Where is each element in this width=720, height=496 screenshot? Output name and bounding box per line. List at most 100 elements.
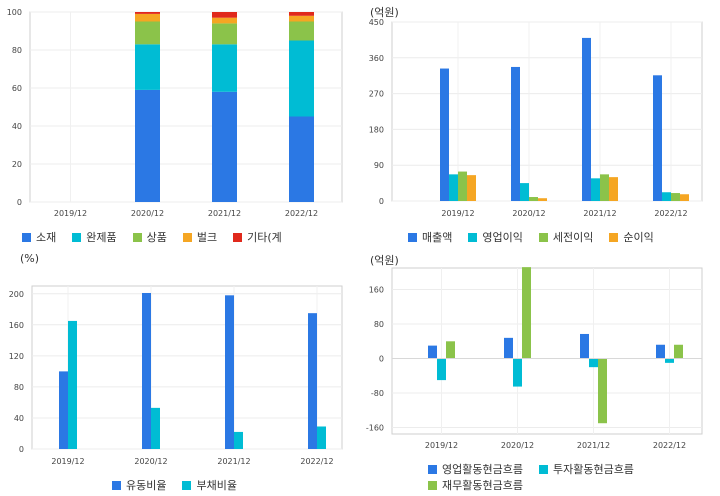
bar-부채비율 (68, 320, 77, 449)
legend-item[interactable]: 완제품 (72, 229, 117, 245)
legend-item[interactable]: 기타(계 (233, 229, 282, 245)
cashflow-chart: -160 -80 0 80 160 2019/12 2020/12 2021/12 2022/1… (366, 267, 703, 450)
bar-완제품 (135, 44, 160, 90)
legend-label: 유동비율 (126, 479, 167, 492)
legend-swatch (538, 232, 548, 242)
legend-item[interactable]: 재무활동현금흐름 (428, 477, 523, 493)
legend-swatch (132, 232, 142, 242)
legend-label: 상품 (146, 231, 167, 244)
legend-item[interactable]: 영업활동현금흐름 (428, 461, 523, 477)
y-tick-label: 0 (379, 355, 384, 364)
y-tick-label: 60 (12, 84, 22, 93)
bar-재무활동현금흐름 (674, 344, 683, 359)
bar-영업활동현금흐름 (504, 337, 513, 359)
bar-순이익 (467, 175, 476, 201)
bar-상품 (135, 21, 160, 45)
plot-frame (31, 285, 343, 450)
legend-label: 매출액 (422, 231, 453, 244)
ratio-unit-label: (%) (20, 252, 40, 265)
bar-세전이익 (458, 171, 467, 201)
chart-panel-ratio: (%) 0 40 80 120 160 200 2019/12 2020/12 2021/12 2… (0, 248, 360, 496)
legend-swatch (428, 464, 437, 474)
bar-부채비율 (234, 431, 243, 449)
legend-swatch (112, 480, 121, 490)
legend-swatch (408, 232, 417, 242)
bar-영업활동현금흐름 (428, 345, 437, 359)
legend-swatch (609, 232, 619, 242)
bar-재무활동현금흐름 (522, 267, 531, 359)
legend-item[interactable]: 영업이익 (468, 229, 523, 245)
y-tick-label: 100 (7, 8, 22, 17)
bar-영업이익 (449, 174, 458, 201)
legend-item[interactable]: 상품 (132, 229, 167, 245)
y-tick-label: 200 (9, 290, 24, 299)
legend-item[interactable]: 투자활동현금흐름 (538, 461, 634, 477)
y-tick-label: 0 (17, 198, 22, 207)
legend-swatch (538, 464, 548, 474)
bar-완제품 (212, 44, 237, 92)
x-tick-label: 2020/12 (512, 209, 545, 218)
legend-item[interactable]: 부채비율 (182, 477, 237, 493)
y-tick-label: 0 (379, 197, 384, 206)
legend-item[interactable]: 매출액 (408, 229, 452, 245)
bar-유동비율 (225, 295, 234, 449)
bar-상품 (212, 23, 237, 45)
x-tick-label: 2021/12 (217, 457, 250, 466)
y-tick-label: 40 (12, 122, 22, 131)
y-tick-label: 80 (12, 46, 22, 55)
bar-매출액 (511, 66, 520, 202)
legend-label: 영업이익 (482, 231, 523, 244)
x-tick-label: 2021/12 (577, 441, 610, 450)
bar-벌크 (212, 17, 237, 24)
income-chart: 0 90 180 270 360 450 2019/12 2020/12 2021/12 2022… (369, 18, 703, 218)
composition-chart: 0 20 40 60 80 100 2019/12 2020/12 2021/12 2022/12 (7, 8, 343, 218)
bar-순이익 (538, 198, 547, 201)
bar-상품 (289, 21, 314, 41)
bar-유동비율 (308, 313, 317, 449)
x-tick-label: 2022/12 (285, 209, 318, 218)
legend-item[interactable]: 유동비율 (112, 477, 166, 493)
bar-영업이익 (662, 192, 671, 201)
income-legend: 매출액 영업이익 세전이익 순이익 (408, 229, 718, 245)
bar-기타(계 (135, 12, 160, 14)
bar-세전이익 (671, 193, 680, 201)
cashflow-unit-label: (억원) (370, 254, 399, 267)
bar-세전이익 (529, 197, 538, 201)
legend-item[interactable]: 순이익 (609, 229, 654, 245)
y-tick-label: 90 (374, 161, 384, 170)
bar-매출액 (653, 75, 662, 201)
legend-label: 부채비율 (196, 479, 237, 492)
legend-item[interactable]: 세전이익 (538, 229, 593, 245)
bar-소재 (135, 89, 160, 202)
bar-투자활동현금흐름 (437, 358, 446, 381)
bar-재무활동현금흐름 (446, 341, 455, 359)
bar-유동비율 (142, 292, 151, 449)
y-tick-label: 40 (14, 414, 24, 423)
bar-투자활동현금흐름 (665, 358, 674, 363)
ratio-legend: 유동비율 부채비율 (112, 477, 358, 493)
bar-순이익 (609, 177, 618, 201)
bar-벌크 (135, 13, 160, 22)
legend-swatch (22, 232, 31, 242)
y-tick-label: 180 (369, 125, 384, 134)
legend-item[interactable]: 벌크 (182, 229, 217, 245)
bar-매출액 (440, 68, 449, 201)
y-tick-label: 120 (9, 352, 24, 361)
x-tick-label: 2022/12 (654, 209, 687, 218)
y-tick-label: -80 (371, 389, 384, 398)
y-tick-label: 360 (369, 54, 384, 63)
composition-legend: 소재 완제품 상품 벌크 기타(계 (22, 229, 358, 245)
bar-영업활동현금흐름 (656, 344, 665, 359)
y-tick-label: 450 (369, 18, 384, 27)
y-tick-label: 160 (9, 321, 24, 330)
x-tick-label: 2019/12 (54, 209, 87, 218)
x-tick-label: 2020/12 (501, 441, 534, 450)
x-tick-label: 2020/12 (134, 457, 167, 466)
legend-label: 투자활동현금흐름 (552, 463, 634, 476)
legend-label: 순이익 (623, 231, 654, 244)
x-tick-label: 2020/12 (131, 209, 164, 218)
legend-item[interactable]: 소재 (22, 229, 56, 245)
income-unit-label: (억원) (370, 6, 399, 19)
legend-swatch (182, 232, 192, 242)
bar-순이익 (680, 194, 689, 201)
